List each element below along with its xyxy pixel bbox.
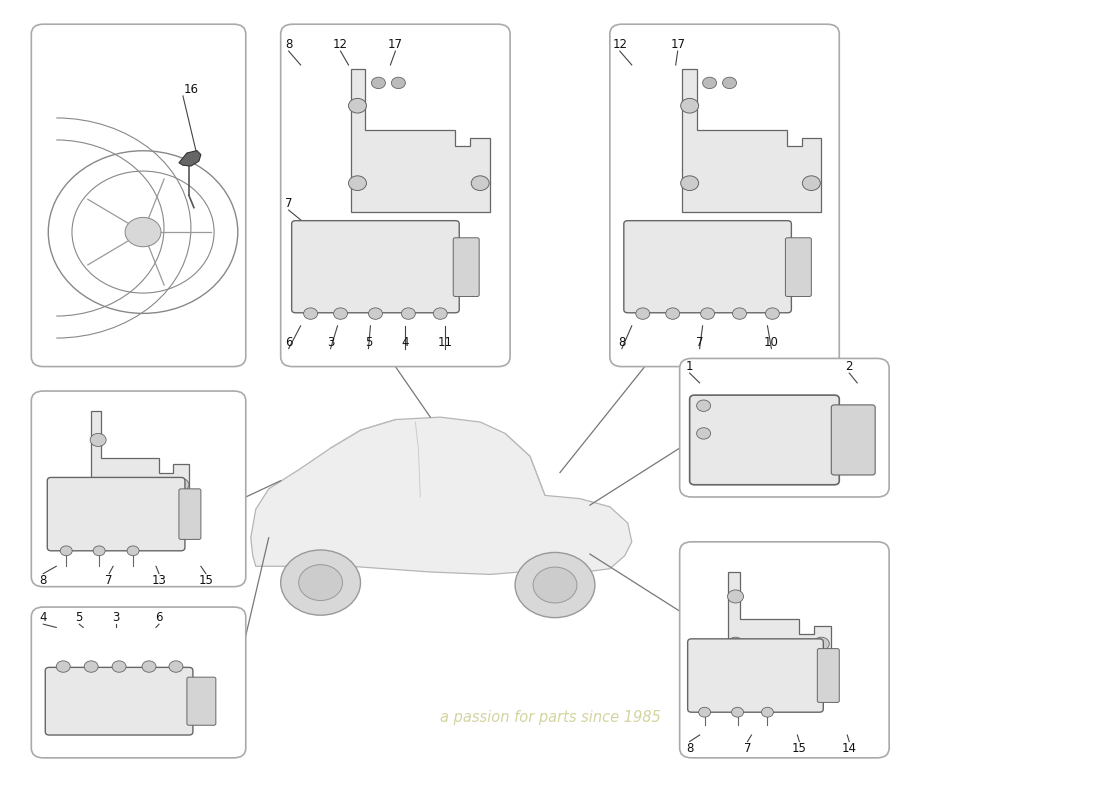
Text: 6: 6 <box>155 611 163 624</box>
Circle shape <box>372 77 385 89</box>
Circle shape <box>703 77 716 89</box>
Circle shape <box>515 553 595 618</box>
Text: 7: 7 <box>106 574 113 586</box>
Text: 8: 8 <box>686 742 693 754</box>
FancyBboxPatch shape <box>453 238 480 297</box>
Text: 5: 5 <box>76 611 82 624</box>
Circle shape <box>733 308 747 319</box>
FancyBboxPatch shape <box>680 358 889 497</box>
Text: 4: 4 <box>40 611 47 624</box>
Circle shape <box>636 308 650 319</box>
Circle shape <box>727 638 744 650</box>
Text: 17: 17 <box>388 38 403 51</box>
Text: 8: 8 <box>40 574 47 586</box>
Circle shape <box>701 308 715 319</box>
Circle shape <box>681 176 698 190</box>
Circle shape <box>666 308 680 319</box>
FancyBboxPatch shape <box>624 221 791 313</box>
Text: 6: 6 <box>285 336 293 349</box>
Circle shape <box>698 707 711 717</box>
Polygon shape <box>682 69 822 212</box>
Polygon shape <box>91 411 189 505</box>
Text: 4: 4 <box>402 336 409 349</box>
Circle shape <box>732 707 744 717</box>
FancyBboxPatch shape <box>609 24 839 366</box>
Circle shape <box>802 176 821 190</box>
FancyBboxPatch shape <box>280 24 510 366</box>
Circle shape <box>56 661 70 672</box>
Text: 12: 12 <box>333 38 348 51</box>
Circle shape <box>727 590 744 603</box>
Text: 15: 15 <box>792 742 806 754</box>
Circle shape <box>173 478 189 491</box>
Text: 3: 3 <box>327 336 334 349</box>
Circle shape <box>433 308 448 319</box>
Circle shape <box>723 77 737 89</box>
FancyBboxPatch shape <box>179 489 201 539</box>
Text: 7: 7 <box>285 197 293 210</box>
Circle shape <box>142 661 156 672</box>
Circle shape <box>90 478 106 491</box>
Text: 2: 2 <box>846 360 852 373</box>
Polygon shape <box>351 69 491 212</box>
FancyBboxPatch shape <box>187 677 216 726</box>
Text: 7: 7 <box>744 742 751 754</box>
Circle shape <box>766 308 780 319</box>
Circle shape <box>349 176 366 190</box>
Text: 3: 3 <box>112 611 120 624</box>
Circle shape <box>304 308 318 319</box>
Text: 17: 17 <box>670 38 685 51</box>
Polygon shape <box>251 417 631 595</box>
Circle shape <box>85 661 98 672</box>
Circle shape <box>94 546 106 556</box>
FancyBboxPatch shape <box>292 221 459 313</box>
Circle shape <box>125 218 161 246</box>
Circle shape <box>128 546 139 556</box>
Circle shape <box>90 434 106 446</box>
FancyBboxPatch shape <box>47 478 185 551</box>
Text: 10: 10 <box>764 336 779 349</box>
FancyBboxPatch shape <box>817 649 839 702</box>
FancyBboxPatch shape <box>785 238 812 297</box>
Circle shape <box>368 308 383 319</box>
Text: 14: 14 <box>842 742 857 754</box>
Circle shape <box>534 567 576 603</box>
Circle shape <box>280 550 361 615</box>
FancyBboxPatch shape <box>680 542 889 758</box>
Text: 8: 8 <box>285 38 293 51</box>
Circle shape <box>392 77 406 89</box>
FancyBboxPatch shape <box>45 667 192 735</box>
Circle shape <box>761 707 773 717</box>
Circle shape <box>696 428 711 439</box>
Circle shape <box>112 661 126 672</box>
Circle shape <box>813 638 829 650</box>
Circle shape <box>298 565 342 601</box>
Text: 11: 11 <box>438 336 453 349</box>
FancyBboxPatch shape <box>690 395 839 485</box>
Circle shape <box>402 308 416 319</box>
FancyBboxPatch shape <box>688 639 823 712</box>
Text: 1: 1 <box>686 360 693 373</box>
Circle shape <box>333 308 348 319</box>
Text: 12: 12 <box>613 38 627 51</box>
FancyBboxPatch shape <box>31 24 245 366</box>
FancyBboxPatch shape <box>31 607 245 758</box>
FancyBboxPatch shape <box>832 405 876 475</box>
Text: 16: 16 <box>184 83 198 96</box>
Text: 13: 13 <box>152 574 166 586</box>
Text: 7: 7 <box>696 336 703 349</box>
Text: a passion for parts since 1985: a passion for parts since 1985 <box>440 710 660 725</box>
Circle shape <box>349 98 366 113</box>
Circle shape <box>60 546 73 556</box>
Circle shape <box>681 98 698 113</box>
Text: 5: 5 <box>365 336 372 349</box>
Circle shape <box>471 176 490 190</box>
Polygon shape <box>179 150 201 166</box>
Circle shape <box>696 400 711 411</box>
FancyBboxPatch shape <box>31 391 245 586</box>
Text: 15: 15 <box>198 574 213 586</box>
Polygon shape <box>727 572 832 666</box>
Text: 8: 8 <box>618 336 626 349</box>
Circle shape <box>169 661 183 672</box>
